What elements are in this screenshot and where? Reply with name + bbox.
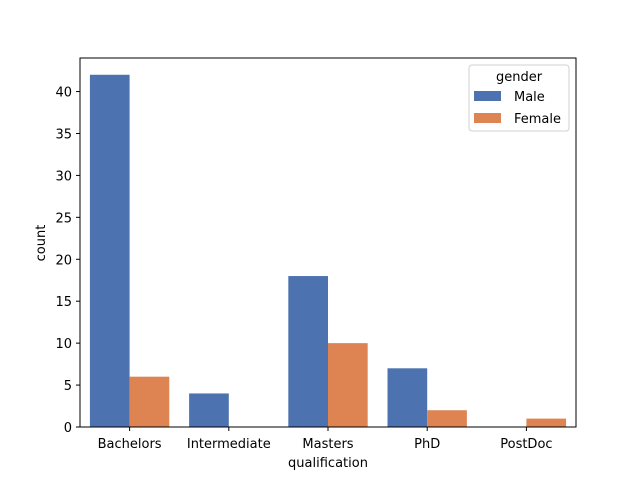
y-tick-label: 0: [64, 421, 72, 436]
legend-title: gender: [496, 70, 543, 85]
x-tick-label: PostDoc: [500, 437, 552, 452]
legend: gender Male Female: [468, 64, 570, 132]
bar-male-masters: [288, 276, 328, 427]
x-tick-label: Masters: [302, 437, 353, 452]
y-tick-label: 35: [55, 127, 72, 142]
y-tick-label: 10: [55, 337, 72, 352]
bar-female-bachelors: [129, 376, 170, 427]
legend-swatch-male: [474, 91, 501, 101]
bar-female-masters: [328, 343, 368, 427]
x-tick-label: PhD: [414, 437, 440, 452]
bar-male-phd: [387, 368, 428, 427]
x-tick-label: Intermediate: [187, 437, 271, 452]
legend-swatch-female: [474, 113, 501, 123]
y-axis-label: count: [34, 225, 49, 262]
y-tick-label: 25: [55, 211, 72, 226]
bar-male-bachelors: [89, 74, 130, 428]
x-tick-label: Bachelors: [98, 437, 162, 452]
y-tick-label: 30: [55, 169, 72, 184]
bars-layer: [89, 74, 567, 428]
y-tick-label: 5: [64, 379, 72, 394]
legend-label-female: Female: [514, 112, 561, 127]
y-tick-label: 15: [55, 295, 72, 310]
y-tick-label: 20: [55, 253, 72, 268]
y-tick-label: 40: [55, 86, 72, 101]
bar-male-intermediate: [189, 393, 229, 427]
legend-label-male: Male: [514, 90, 545, 105]
x-axis-label: qualification: [288, 456, 368, 471]
axes-layer: 0 5 10 15 20 25 30 35 40 Bachelors Intermediate Mas…: [55, 57, 577, 452]
bar-female-phd: [427, 410, 467, 427]
bar-female-postdoc: [526, 418, 567, 427]
